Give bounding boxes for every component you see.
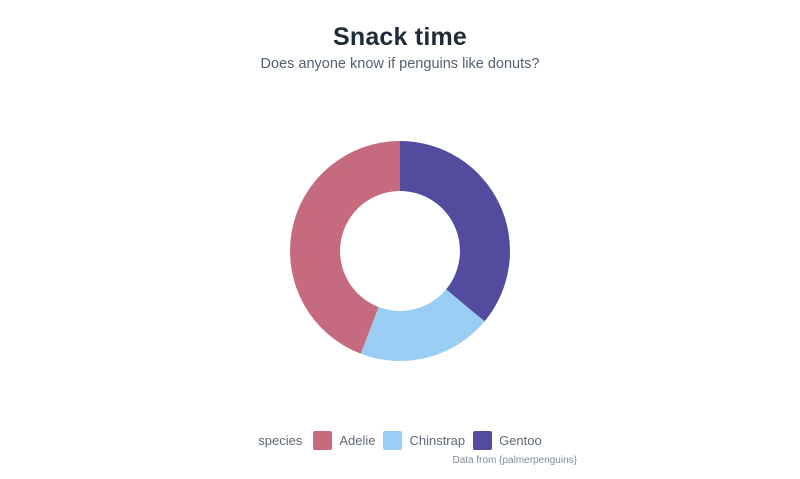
legend-label-adelie: Adelie [339, 433, 376, 448]
donut-chart [280, 131, 520, 371]
legend-label-chinstrap: Chinstrap [409, 433, 466, 448]
donut-svg [290, 141, 510, 361]
chart-title: Snack time [332, 23, 467, 51]
legend: species Adelie Chinstrap Gentoo [0, 431, 800, 450]
donut-slice-gentoo [400, 141, 510, 322]
legend-item-adelie: Adelie [313, 431, 375, 450]
legend-item-gentoo: Gentoo [473, 431, 542, 450]
legend-swatch-chinstrap [383, 431, 403, 450]
legend-items: Adelie Chinstrap Gentoo [313, 431, 542, 450]
legend-swatch-gentoo [473, 431, 493, 450]
chart-subtitle: Does anyone know if penguins like donuts… [260, 56, 540, 72]
donut-slice-chinstrap [360, 289, 485, 361]
legend-item-chinstrap: Chinstrap [383, 431, 465, 450]
legend-label-gentoo: Gentoo [499, 433, 542, 448]
legend-swatch-adelie [313, 431, 333, 450]
donut-slice-adelie [290, 141, 400, 354]
legend-title: species [258, 433, 303, 448]
chart-caption: Data from {palmerpenguins} [452, 455, 577, 466]
